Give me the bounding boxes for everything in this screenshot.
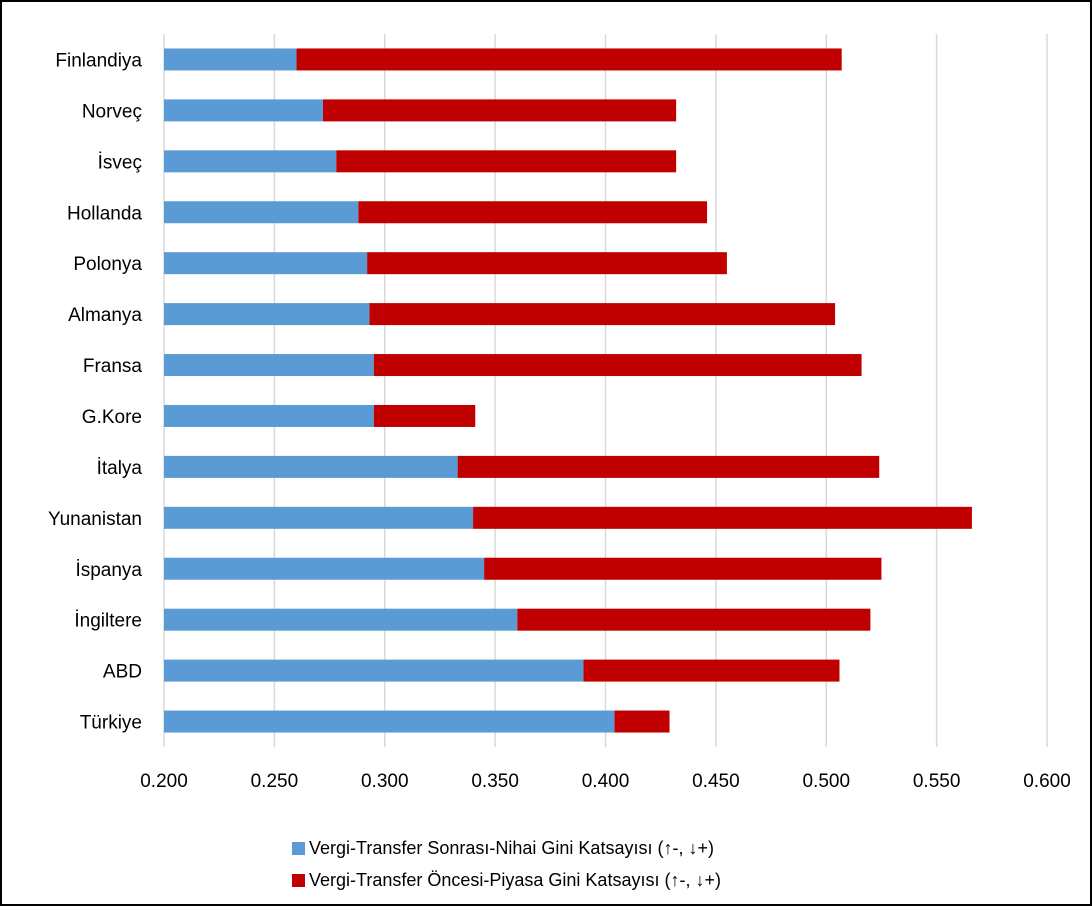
category-label-10: İspanya — [75, 560, 142, 581]
bar-pre-tax-3 — [358, 201, 708, 224]
bar-pre-tax-0 — [296, 48, 842, 71]
bar-pre-tax-13 — [614, 710, 670, 733]
category-label-0: Finlandiya — [55, 50, 142, 71]
category-label-12: ABD — [103, 662, 142, 683]
category-label-6: Fransa — [83, 356, 143, 377]
x-tick-label-6: 0.500 — [802, 771, 850, 792]
bar-pre-tax-4 — [367, 252, 727, 275]
x-tick-label-2: 0.300 — [361, 771, 409, 792]
x-tick-label-7: 0.550 — [913, 771, 961, 792]
category-labels: Finlandiya Norveç İsveç Hollanda Polonya Alma… — [48, 50, 142, 733]
bar-post-tax-8 — [164, 455, 458, 478]
x-tick-label-5: 0.450 — [692, 771, 740, 792]
bar-pre-tax-5 — [369, 303, 836, 326]
category-label-5: Almanya — [68, 305, 142, 326]
bar-pre-tax-6 — [373, 354, 862, 377]
x-tick-label-1: 0.250 — [251, 771, 299, 792]
bar-post-tax-7 — [164, 404, 374, 427]
bar-post-tax-5 — [164, 303, 370, 326]
category-label-4: Polonya — [73, 254, 142, 275]
bar-post-tax-6 — [164, 354, 374, 377]
category-label-13: Türkiye — [80, 713, 142, 734]
legend-swatch-0 — [292, 842, 305, 855]
bar-post-tax-0 — [164, 48, 297, 71]
gridlines — [163, 34, 1048, 747]
legend: Vergi-Transfer Sonrası-Nihai Gini Katsay… — [292, 838, 721, 890]
bar-post-tax-13 — [164, 710, 615, 733]
x-tick-labels: 0.200 0.250 0.300 0.350 0.400 0.450 0.500 0.550… — [140, 771, 1071, 792]
bar-post-tax-2 — [164, 150, 337, 173]
category-label-7: G.Kore — [82, 407, 142, 428]
bar-pre-tax-10 — [484, 557, 882, 580]
x-tick-label-4: 0.400 — [582, 771, 630, 792]
x-tick-label-3: 0.350 — [471, 771, 519, 792]
bar-post-tax-3 — [164, 201, 359, 224]
bar-post-tax-12 — [164, 659, 584, 682]
bar-post-tax-1 — [164, 99, 323, 122]
bar-pre-tax-1 — [322, 99, 677, 122]
bar-pre-tax-8 — [457, 455, 880, 478]
x-tick-label-0: 0.200 — [140, 771, 188, 792]
category-label-11: İngiltere — [74, 611, 142, 632]
bar-post-tax-9 — [164, 506, 474, 529]
x-tick-label-8: 0.600 — [1023, 771, 1071, 792]
legend-label-1: Vergi-Transfer Öncesi-Piyasa Gini Katsay… — [309, 870, 721, 890]
bar-post-tax-10 — [164, 557, 485, 580]
bar-pre-tax-2 — [336, 150, 677, 173]
category-label-9: Yunanistan — [48, 509, 142, 530]
legend-label-0: Vergi-Transfer Sonrası-Nihai Gini Katsay… — [309, 838, 714, 858]
bar-pre-tax-11 — [517, 608, 871, 631]
bars — [164, 48, 972, 733]
bar-pre-tax-12 — [583, 659, 840, 682]
legend-swatch-1 — [292, 874, 305, 887]
category-label-8: İtalya — [97, 458, 143, 479]
bar-pre-tax-9 — [473, 506, 972, 529]
bar-post-tax-11 — [164, 608, 518, 631]
category-label-2: İsveç — [98, 152, 142, 173]
category-label-3: Hollanda — [67, 203, 142, 224]
category-label-1: Norveç — [82, 101, 142, 122]
bar-pre-tax-7 — [373, 404, 476, 427]
bar-post-tax-4 — [164, 252, 368, 275]
